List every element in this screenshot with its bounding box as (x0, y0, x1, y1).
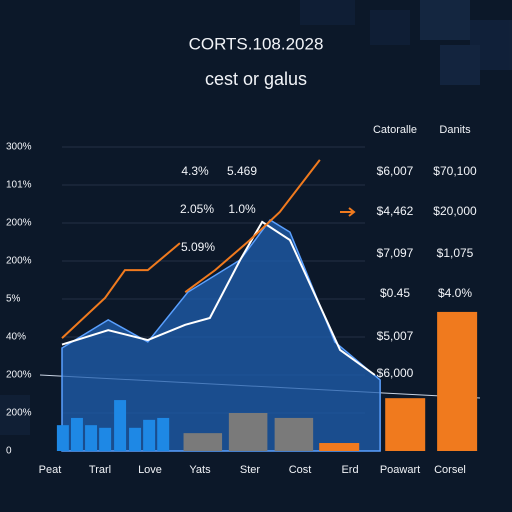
bar (56, 425, 69, 451)
bar (70, 417, 83, 451)
x-tick-label: Erd (341, 464, 358, 476)
y-tick-label: 200% (6, 256, 32, 267)
annotation: 1.0% (228, 202, 256, 216)
x-tick-label: Peat (39, 464, 62, 476)
table-cell: $5,007 (377, 329, 414, 343)
bar (157, 417, 170, 451)
x-tick-label: Trarl (89, 464, 111, 476)
chart-title: CORTS.108.2028 (189, 34, 324, 53)
table-cell: $70,100 (433, 164, 477, 178)
bar (319, 443, 360, 451)
y-tick-label: 5% (6, 294, 21, 305)
line (61, 242, 181, 339)
y-tick-label: 101% (6, 180, 32, 191)
annotation: 5.469 (227, 164, 257, 178)
y-tick-label: 200% (6, 370, 32, 381)
table-cell: $4.0% (438, 286, 472, 300)
y-tick-label: 200% (6, 218, 32, 229)
bar (129, 427, 142, 451)
x-tick-label: Corsel (434, 464, 466, 476)
table-cell: $6,007 (377, 164, 414, 178)
annotation: 5.09% (181, 240, 215, 254)
table-cell: $1,075 (437, 246, 474, 260)
table-header: Catoralle (373, 124, 417, 136)
line (61, 220, 376, 376)
arrow-icon (340, 207, 356, 217)
x-tick-label: Love (138, 464, 162, 476)
table-header: Danits (439, 124, 471, 136)
annotation: 4.3% (181, 164, 209, 178)
table-cell: $7,097 (377, 246, 414, 260)
bar (143, 419, 156, 451)
y-tick-label: 0 (6, 446, 12, 457)
table-cell: $4,462 (377, 204, 414, 218)
x-tick-label: Poawart (380, 464, 420, 476)
x-tick-label: Yats (189, 464, 211, 476)
table-cell: $20,000 (433, 204, 477, 218)
bar (114, 400, 127, 451)
x-tick-label: Cost (289, 464, 312, 476)
area (61, 218, 381, 452)
x-tick-label: Ster (240, 464, 261, 476)
bar (228, 413, 268, 451)
chart-subtitle: cest or galus (205, 69, 307, 89)
line (184, 159, 321, 293)
bar (385, 398, 426, 451)
y-tick-label: 40% (6, 332, 26, 343)
y-tick-label: 200% (6, 408, 32, 419)
bar (274, 417, 314, 451)
bar (99, 427, 112, 451)
bar (85, 425, 98, 451)
bar (183, 433, 223, 451)
table-cell: $6,000 (377, 366, 414, 380)
y-tick-label: 300% (6, 142, 32, 153)
bar (437, 311, 478, 451)
annotation: 2.05% (180, 202, 214, 216)
table-cell: $0.45 (380, 286, 410, 300)
decor-cubes (0, 0, 512, 435)
